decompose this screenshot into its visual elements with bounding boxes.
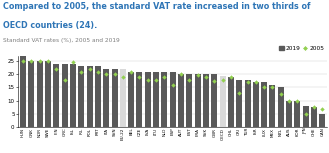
Text: Standard VAT rates (%), 2005 and 2019: Standard VAT rates (%), 2005 and 2019 bbox=[3, 38, 120, 43]
Bar bbox=[53, 64, 59, 127]
Bar bbox=[28, 61, 35, 127]
Point bbox=[262, 86, 267, 89]
Point bbox=[228, 76, 234, 78]
Bar bbox=[236, 80, 242, 127]
Point bbox=[162, 76, 167, 78]
Point bbox=[212, 80, 217, 82]
Point bbox=[70, 61, 76, 64]
Point bbox=[278, 93, 283, 95]
Bar bbox=[269, 85, 275, 127]
Point bbox=[187, 78, 192, 81]
Bar bbox=[145, 72, 151, 127]
Bar bbox=[311, 107, 317, 127]
Point bbox=[79, 70, 84, 73]
Point bbox=[287, 99, 292, 102]
Bar bbox=[286, 101, 292, 127]
Point bbox=[120, 76, 125, 78]
Bar bbox=[128, 72, 134, 127]
Point bbox=[170, 84, 175, 86]
Point bbox=[29, 60, 34, 62]
Bar bbox=[228, 77, 234, 127]
Bar bbox=[162, 72, 167, 127]
Bar bbox=[211, 74, 217, 127]
Point bbox=[253, 81, 259, 83]
Text: OECD countries (24).: OECD countries (24). bbox=[3, 21, 97, 30]
Point bbox=[62, 78, 67, 81]
Bar bbox=[95, 66, 101, 127]
Bar bbox=[78, 66, 84, 127]
Point bbox=[303, 113, 308, 115]
Bar bbox=[62, 64, 68, 127]
Point bbox=[312, 106, 317, 108]
Point bbox=[203, 76, 209, 78]
Point bbox=[270, 86, 275, 89]
Bar bbox=[37, 61, 43, 127]
Point bbox=[245, 81, 250, 83]
Bar bbox=[278, 88, 284, 127]
Bar bbox=[87, 66, 92, 127]
Point bbox=[37, 60, 42, 62]
Bar bbox=[303, 106, 309, 127]
Point bbox=[320, 107, 325, 110]
Bar bbox=[70, 64, 76, 127]
Point bbox=[54, 68, 59, 70]
Bar bbox=[220, 76, 226, 127]
Point bbox=[220, 79, 225, 81]
Bar bbox=[253, 82, 259, 127]
Point bbox=[145, 78, 150, 81]
Bar bbox=[195, 74, 201, 127]
Point bbox=[112, 73, 117, 76]
Bar bbox=[186, 74, 192, 127]
Bar bbox=[294, 101, 300, 127]
Text: Compared to 2005, the standard VAT rate increased in two thirds of: Compared to 2005, the standard VAT rate … bbox=[3, 2, 311, 11]
Point bbox=[237, 91, 242, 94]
Bar bbox=[137, 72, 142, 127]
Point bbox=[153, 78, 159, 81]
Bar bbox=[153, 72, 159, 127]
Point bbox=[45, 60, 51, 62]
Point bbox=[20, 60, 26, 62]
Bar bbox=[45, 61, 51, 127]
Bar bbox=[244, 80, 251, 127]
Point bbox=[295, 99, 300, 102]
Point bbox=[87, 68, 92, 70]
Point bbox=[129, 70, 134, 73]
Point bbox=[95, 70, 101, 73]
Bar bbox=[178, 74, 184, 127]
Bar bbox=[261, 82, 267, 127]
Point bbox=[178, 73, 184, 76]
Bar bbox=[103, 69, 109, 127]
Bar bbox=[20, 56, 26, 127]
Bar bbox=[170, 72, 176, 127]
Point bbox=[104, 73, 109, 76]
Point bbox=[195, 74, 200, 76]
Legend: 2019, 2005: 2019, 2005 bbox=[279, 46, 324, 51]
Bar bbox=[203, 74, 209, 127]
Bar bbox=[319, 114, 325, 127]
Point bbox=[137, 76, 142, 78]
Bar bbox=[112, 69, 117, 127]
Bar bbox=[120, 69, 126, 127]
